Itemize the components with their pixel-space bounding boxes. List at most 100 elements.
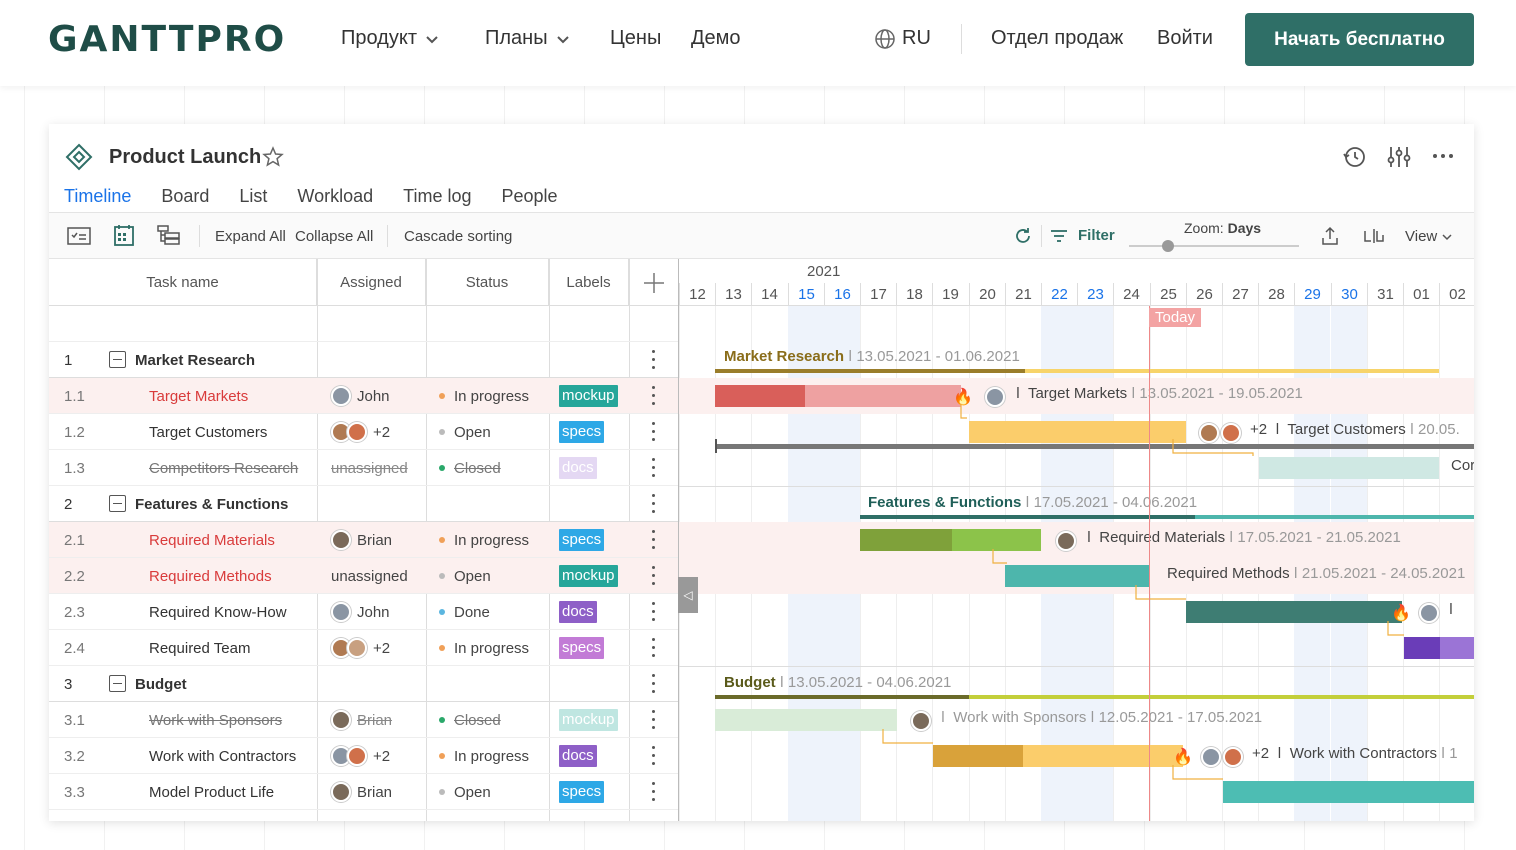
cascade-sorting-button[interactable]: Cascade sorting: [404, 228, 513, 245]
row-menu-icon[interactable]: [652, 494, 656, 514]
nav-sales[interactable]: Отдел продаж: [991, 27, 1124, 49]
tab-people[interactable]: People: [501, 186, 558, 206]
task-name[interactable]: Work with Contractors: [149, 747, 297, 765]
refresh-icon[interactable]: [1013, 226, 1033, 246]
nav-prices[interactable]: Цены: [610, 27, 662, 49]
row-menu-icon[interactable]: [652, 530, 656, 550]
task-name[interactable]: Required Team: [149, 639, 251, 657]
star-icon[interactable]: [262, 146, 284, 168]
status[interactable]: Closed: [439, 702, 501, 738]
table-row[interactable]: 2 Features & Functions: [49, 486, 678, 522]
status[interactable]: Open: [439, 774, 491, 810]
task-bar[interactable]: [1223, 781, 1474, 803]
collapse-toggle[interactable]: [109, 495, 126, 512]
task-name[interactable]: Target Customers: [149, 423, 268, 441]
status[interactable]: Open: [439, 558, 491, 594]
tab-workload[interactable]: Workload: [297, 186, 374, 206]
assignee[interactable]: +2: [331, 414, 390, 450]
tab-timeline[interactable]: Timeline: [64, 186, 132, 215]
label-cell[interactable]: docs: [559, 738, 597, 774]
assignee[interactable]: Brian: [331, 702, 392, 738]
row-menu-icon[interactable]: [652, 710, 656, 730]
nav-login[interactable]: Войти: [1157, 27, 1213, 49]
group-bar[interactable]: [715, 695, 1474, 699]
row-menu-icon[interactable]: [652, 746, 656, 766]
assignee[interactable]: unassigned: [331, 459, 408, 477]
table-row[interactable]: 2.4 Required Team +2 In progress specs: [49, 630, 678, 666]
task-bar[interactable]: [1440, 637, 1474, 659]
task-name[interactable]: Required Materials: [149, 531, 275, 549]
collapse-toggle[interactable]: [109, 351, 126, 368]
table-row[interactable]: 3.3 Model Product Life Brian Open specs: [49, 774, 678, 810]
view-dropdown[interactable]: View: [1405, 228, 1453, 245]
task-name[interactable]: Required Methods: [149, 567, 272, 585]
zoom-slider-handle[interactable]: [1162, 240, 1174, 252]
collapse-all-button[interactable]: Collapse All: [295, 228, 374, 245]
table-row[interactable]: 1.1 Target Markets John In progress mock…: [49, 378, 678, 414]
task-name[interactable]: Target Markets: [149, 387, 249, 405]
label-cell[interactable]: specs: [559, 522, 605, 558]
label-cell[interactable]: mockup: [559, 702, 618, 738]
column-width-icon[interactable]: [1363, 227, 1385, 245]
row-menu-icon[interactable]: [652, 638, 656, 658]
nav-product[interactable]: Продукт: [341, 27, 441, 50]
table-row[interactable]: 1 Market Research: [49, 342, 678, 378]
task-bar[interactable]: [969, 421, 1186, 443]
collapse-grid-handle[interactable]: ◁: [678, 577, 698, 613]
table-row[interactable]: 3.1 Work with Sponsors Brian Closed mock…: [49, 702, 678, 738]
status[interactable]: Done: [439, 594, 490, 630]
task-name[interactable]: Work with Sponsors: [149, 711, 283, 729]
label-cell[interactable]: docs: [559, 450, 597, 486]
row-menu-icon[interactable]: [652, 782, 656, 802]
row-menu-icon[interactable]: [652, 458, 656, 478]
label-cell[interactable]: docs: [559, 594, 597, 630]
assignee[interactable]: John: [331, 378, 390, 414]
task-bar[interactable]: [805, 385, 961, 407]
zoom-slider-track[interactable]: [1129, 245, 1299, 247]
task-name[interactable]: Features & Functions: [135, 495, 289, 513]
more-options-icon[interactable]: [1431, 151, 1455, 161]
assignee[interactable]: unassigned: [331, 567, 408, 585]
nav-demo[interactable]: Демо: [691, 27, 741, 49]
status[interactable]: In progress: [439, 630, 529, 666]
status[interactable]: In progress: [439, 738, 529, 774]
row-menu-icon[interactable]: [652, 422, 656, 442]
label-cell[interactable]: mockup: [559, 558, 618, 594]
status[interactable]: Open: [439, 414, 491, 450]
table-row[interactable]: 3.2 Work with Contractors +2 In progress…: [49, 738, 678, 774]
assignee[interactable]: +2: [331, 630, 390, 666]
row-menu-icon[interactable]: [652, 674, 656, 694]
task-name[interactable]: Competitors Research: [149, 459, 299, 477]
table-row[interactable]: 1.3 Competitors Research unassigned Clos…: [49, 450, 678, 486]
group-bar[interactable]: [715, 369, 1439, 373]
row-menu-icon[interactable]: [652, 350, 656, 370]
expand-all-button[interactable]: Expand All: [215, 228, 286, 245]
task-bar[interactable]: [1259, 457, 1439, 479]
label-cell[interactable]: specs: [559, 774, 605, 810]
status[interactable]: In progress: [439, 378, 529, 414]
assignee[interactable]: John: [331, 594, 390, 630]
add-column-button[interactable]: [629, 259, 678, 306]
label-cell[interactable]: specs: [559, 630, 605, 666]
assignee[interactable]: +2: [331, 738, 390, 774]
task-bar[interactable]: [1023, 745, 1183, 767]
assignee[interactable]: Brian: [331, 522, 392, 558]
assignee[interactable]: Brian: [331, 774, 392, 810]
task-bar[interactable]: [1186, 601, 1402, 623]
label-cell[interactable]: specs: [559, 414, 605, 450]
table-row[interactable]: 3 Budget: [49, 666, 678, 702]
task-name[interactable]: Required Know-How: [149, 603, 287, 621]
tab-list[interactable]: List: [239, 186, 268, 206]
tab-time-log[interactable]: Time log: [403, 186, 472, 206]
task-bar[interactable]: [1005, 565, 1149, 587]
column-header-status[interactable]: Status: [426, 259, 549, 306]
filter-button[interactable]: Filter: [1050, 227, 1115, 244]
status[interactable]: In progress: [439, 522, 529, 558]
task-name[interactable]: Model Product Life: [149, 783, 275, 801]
table-row[interactable]: 2.3 Required Know-How John Done docs: [49, 594, 678, 630]
table-row[interactable]: 1.2 Target Customers +2 Open specs: [49, 414, 678, 450]
export-icon[interactable]: [1321, 226, 1339, 246]
collapse-toggle[interactable]: [109, 675, 126, 692]
column-header-task-name[interactable]: Task name: [49, 259, 317, 306]
tab-board[interactable]: Board: [161, 186, 210, 206]
